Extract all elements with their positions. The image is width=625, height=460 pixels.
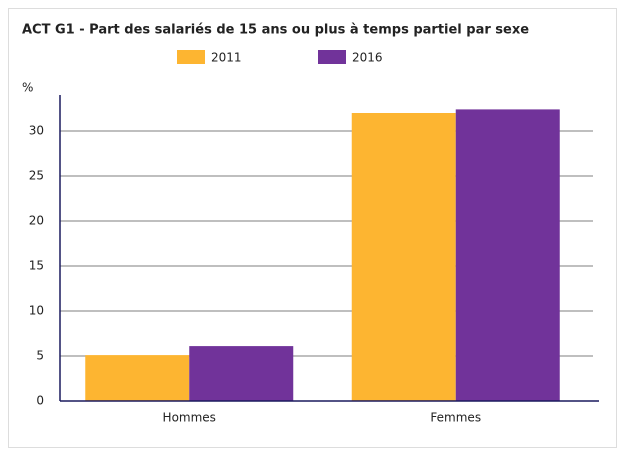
bar [85,355,190,401]
y-tick-label: 10 [29,304,44,318]
y-tick-label: 25 [29,169,44,183]
legend-label: 2011 [211,51,242,65]
y-axis-label: % [22,81,33,95]
legend-label: 2016 [352,51,383,65]
y-tick-label: 5 [36,349,44,363]
bar [455,109,560,402]
y-tick-label: 30 [29,124,44,138]
y-tick-label: 20 [29,214,44,228]
bar [351,113,456,401]
legend-swatch [177,50,205,64]
y-tick-label: 15 [29,259,44,273]
chart-title: ACT G1 - Part des salariés de 15 ans ou … [22,23,529,38]
y-tick-label: 0 [36,394,44,408]
x-tick-label: Femmes [430,411,481,425]
bar [189,346,294,401]
x-tick-label: Hommes [163,411,216,425]
legend-swatch [318,50,346,64]
